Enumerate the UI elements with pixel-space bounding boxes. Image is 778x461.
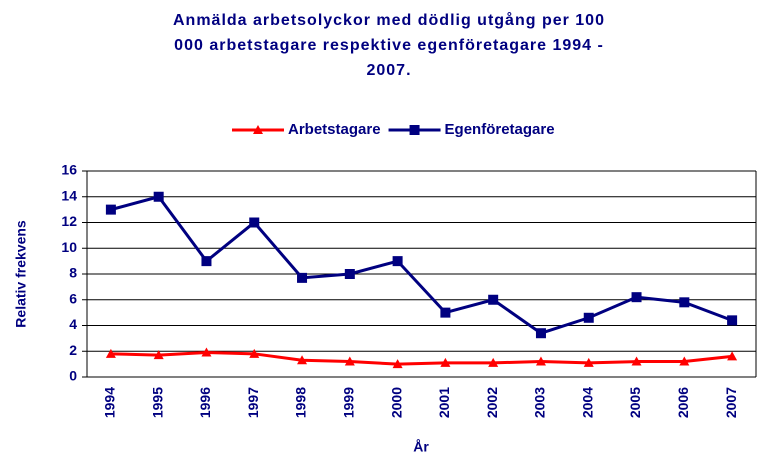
series-line [110, 351, 733, 366]
x-tick-label: 1994 [102, 387, 118, 418]
marker [727, 351, 738, 361]
marker [631, 292, 642, 303]
chart-title: 000 arbetstagare respektive egenföretaga… [174, 37, 604, 54]
x-axis-label: År [413, 439, 429, 455]
chart-title: 2007. [366, 62, 411, 79]
marker [440, 307, 451, 318]
marker [392, 256, 403, 267]
marker [153, 350, 164, 360]
y-tick-label: 2 [69, 342, 77, 358]
marker [488, 294, 499, 305]
x-tick-label: 2005 [627, 387, 643, 418]
marker [535, 356, 546, 366]
legend-label: Arbetstagare [288, 121, 381, 138]
marker [105, 348, 116, 358]
marker [535, 328, 546, 339]
marker [153, 191, 164, 202]
marker [201, 256, 212, 267]
x-tick-label: 2007 [723, 387, 739, 418]
y-tick-label: 4 [69, 316, 77, 332]
marker [679, 356, 690, 366]
marker [631, 356, 642, 366]
y-tick-label: 6 [69, 290, 77, 306]
marker [297, 355, 308, 365]
marker [249, 217, 260, 228]
marker [201, 347, 212, 357]
chart-title: Anmälda arbetsolyckor med dödlig utgång … [173, 11, 605, 29]
y-tick-label: 12 [61, 213, 77, 229]
marker [583, 312, 594, 323]
marker [344, 356, 355, 366]
legend-label: Egenföretagare [445, 121, 555, 138]
y-tick-label: 16 [61, 162, 77, 178]
marker [440, 357, 451, 367]
y-axis-label: Relativ frekvens [13, 220, 29, 328]
marker [583, 357, 594, 367]
y-tick-label: 10 [61, 239, 77, 255]
x-tick-label: 2001 [436, 387, 452, 418]
legend-marker [409, 125, 420, 135]
series-line [110, 195, 733, 335]
x-tick-label: 1995 [149, 387, 165, 418]
x-tick-label: 1997 [245, 387, 261, 418]
marker [679, 297, 690, 308]
x-tick-label: 1999 [341, 387, 357, 418]
marker [105, 204, 116, 215]
x-tick-label: 1996 [197, 387, 213, 418]
marker [249, 348, 260, 358]
x-tick-label: 2002 [484, 387, 500, 418]
y-tick-label: 0 [69, 368, 77, 384]
y-tick-label: 14 [61, 187, 77, 203]
legend-marker [253, 125, 263, 134]
marker [488, 357, 499, 367]
x-tick-label: 2000 [388, 387, 404, 418]
marker [392, 359, 403, 369]
x-tick-label: 2003 [532, 387, 548, 418]
y-tick-label: 8 [69, 265, 77, 281]
x-tick-label: 1998 [293, 387, 309, 418]
x-tick-label: 2006 [675, 387, 691, 418]
marker [344, 269, 355, 279]
x-tick-label: 2004 [579, 387, 595, 418]
marker [297, 272, 308, 283]
marker [727, 315, 738, 326]
